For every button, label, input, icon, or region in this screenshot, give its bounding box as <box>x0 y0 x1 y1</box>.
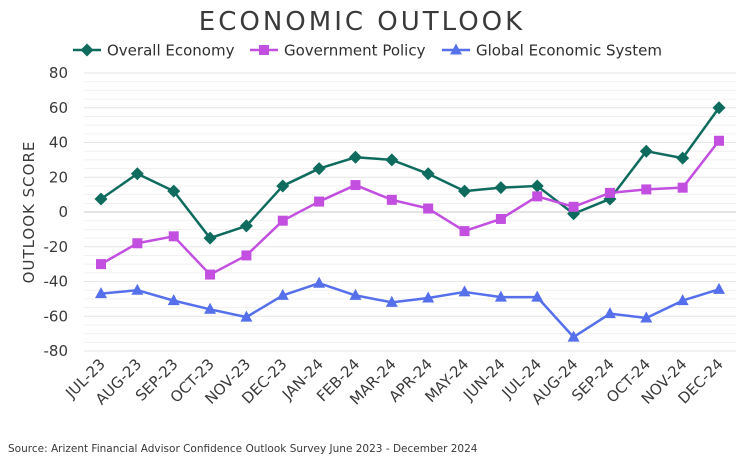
data-point-square <box>168 231 179 242</box>
data-point-triangle <box>713 282 725 294</box>
legend-label: Overall Economy <box>107 42 235 60</box>
data-point-square <box>96 259 106 270</box>
series-line-1 <box>100 107 721 240</box>
data-point-triangle <box>349 288 362 300</box>
data-point-triangle <box>458 285 471 297</box>
y-tick-label: -80 <box>44 342 69 360</box>
data-point-triangle <box>567 330 580 342</box>
data-point-square <box>459 226 470 237</box>
data-point-triangle <box>603 307 616 319</box>
data-point-diamond <box>80 43 94 57</box>
data-point-triangle <box>240 310 253 322</box>
data-point-triangle <box>313 276 326 288</box>
data-point-triangle <box>95 287 107 299</box>
data-point-square <box>604 187 615 198</box>
data-point-square <box>386 194 397 205</box>
data-point-diamond <box>94 192 108 206</box>
data-point-triangle <box>422 291 435 303</box>
data-point-diamond <box>130 167 144 181</box>
source-note: Source: Arizent Financial Advisor Confid… <box>8 443 478 455</box>
y-axis-label: OUTLOOK SCORE <box>20 141 38 284</box>
data-point-diamond <box>385 153 399 167</box>
data-point-diamond <box>712 101 726 115</box>
data-point-square <box>350 180 361 191</box>
data-point-diamond <box>276 179 290 193</box>
data-point-diamond <box>530 179 544 193</box>
data-point-triangle <box>204 302 217 314</box>
series-line-2 <box>100 139 720 276</box>
data-point-diamond <box>639 144 653 158</box>
data-point-triangle <box>131 283 144 295</box>
y-tick-label: 0 <box>58 203 68 221</box>
chart-title: ECONOMIC OUTLOOK <box>199 7 525 37</box>
y-tick-label: -60 <box>44 307 69 325</box>
data-point-triangle <box>676 294 689 306</box>
y-tick-label: 20 <box>49 168 68 186</box>
data-point-diamond <box>203 231 217 245</box>
data-point-square <box>259 45 269 55</box>
data-point-diamond <box>167 184 181 198</box>
data-point-square <box>532 191 543 202</box>
data-point-square <box>132 238 143 249</box>
y-tick-label: 40 <box>49 134 68 152</box>
y-tick-label: 60 <box>49 99 68 117</box>
data-point-diamond <box>676 151 690 165</box>
y-axis-ticks: -80 -60 -40 -20 0 20 40 60 80 <box>44 64 69 360</box>
data-point-square <box>677 182 688 193</box>
y-tick-label: -20 <box>44 238 69 256</box>
data-point-diamond <box>239 219 253 233</box>
data-point-square <box>205 269 216 280</box>
data-point-diamond <box>312 162 326 176</box>
data-point-triangle <box>385 295 398 307</box>
data-point-square <box>495 213 506 224</box>
legend-label: Government Policy <box>284 42 426 60</box>
data-point-square <box>714 135 724 146</box>
x-axis-ticks: JUL-23AUG-23SEP-23OCT-23NOV-23DEC-23JAN-… <box>61 355 726 408</box>
legend-label: Global Economic System <box>476 42 662 60</box>
data-point-diamond <box>421 167 435 181</box>
data-point-square <box>277 215 288 226</box>
data-point-square <box>314 196 325 207</box>
legend: Overall Economy Government Policy Global E… <box>73 42 662 60</box>
data-point-square <box>241 250 252 261</box>
data-point-diamond <box>348 150 362 164</box>
data-point-triangle <box>276 288 289 300</box>
data-point-diamond <box>494 181 508 195</box>
data-point-diamond <box>458 184 472 198</box>
gridlines <box>84 72 736 352</box>
y-tick-label: -40 <box>44 273 69 291</box>
data-point-square <box>568 201 579 212</box>
series-group <box>94 101 726 342</box>
y-tick-label: 80 <box>49 64 68 82</box>
data-point-triangle <box>494 290 507 302</box>
data-point-triangle <box>531 290 544 302</box>
data-point-triangle <box>450 43 462 55</box>
data-point-triangle <box>640 311 653 323</box>
data-point-square <box>641 184 652 195</box>
data-point-triangle <box>167 294 180 306</box>
data-point-square <box>423 203 434 214</box>
series-line-3 <box>100 281 720 339</box>
